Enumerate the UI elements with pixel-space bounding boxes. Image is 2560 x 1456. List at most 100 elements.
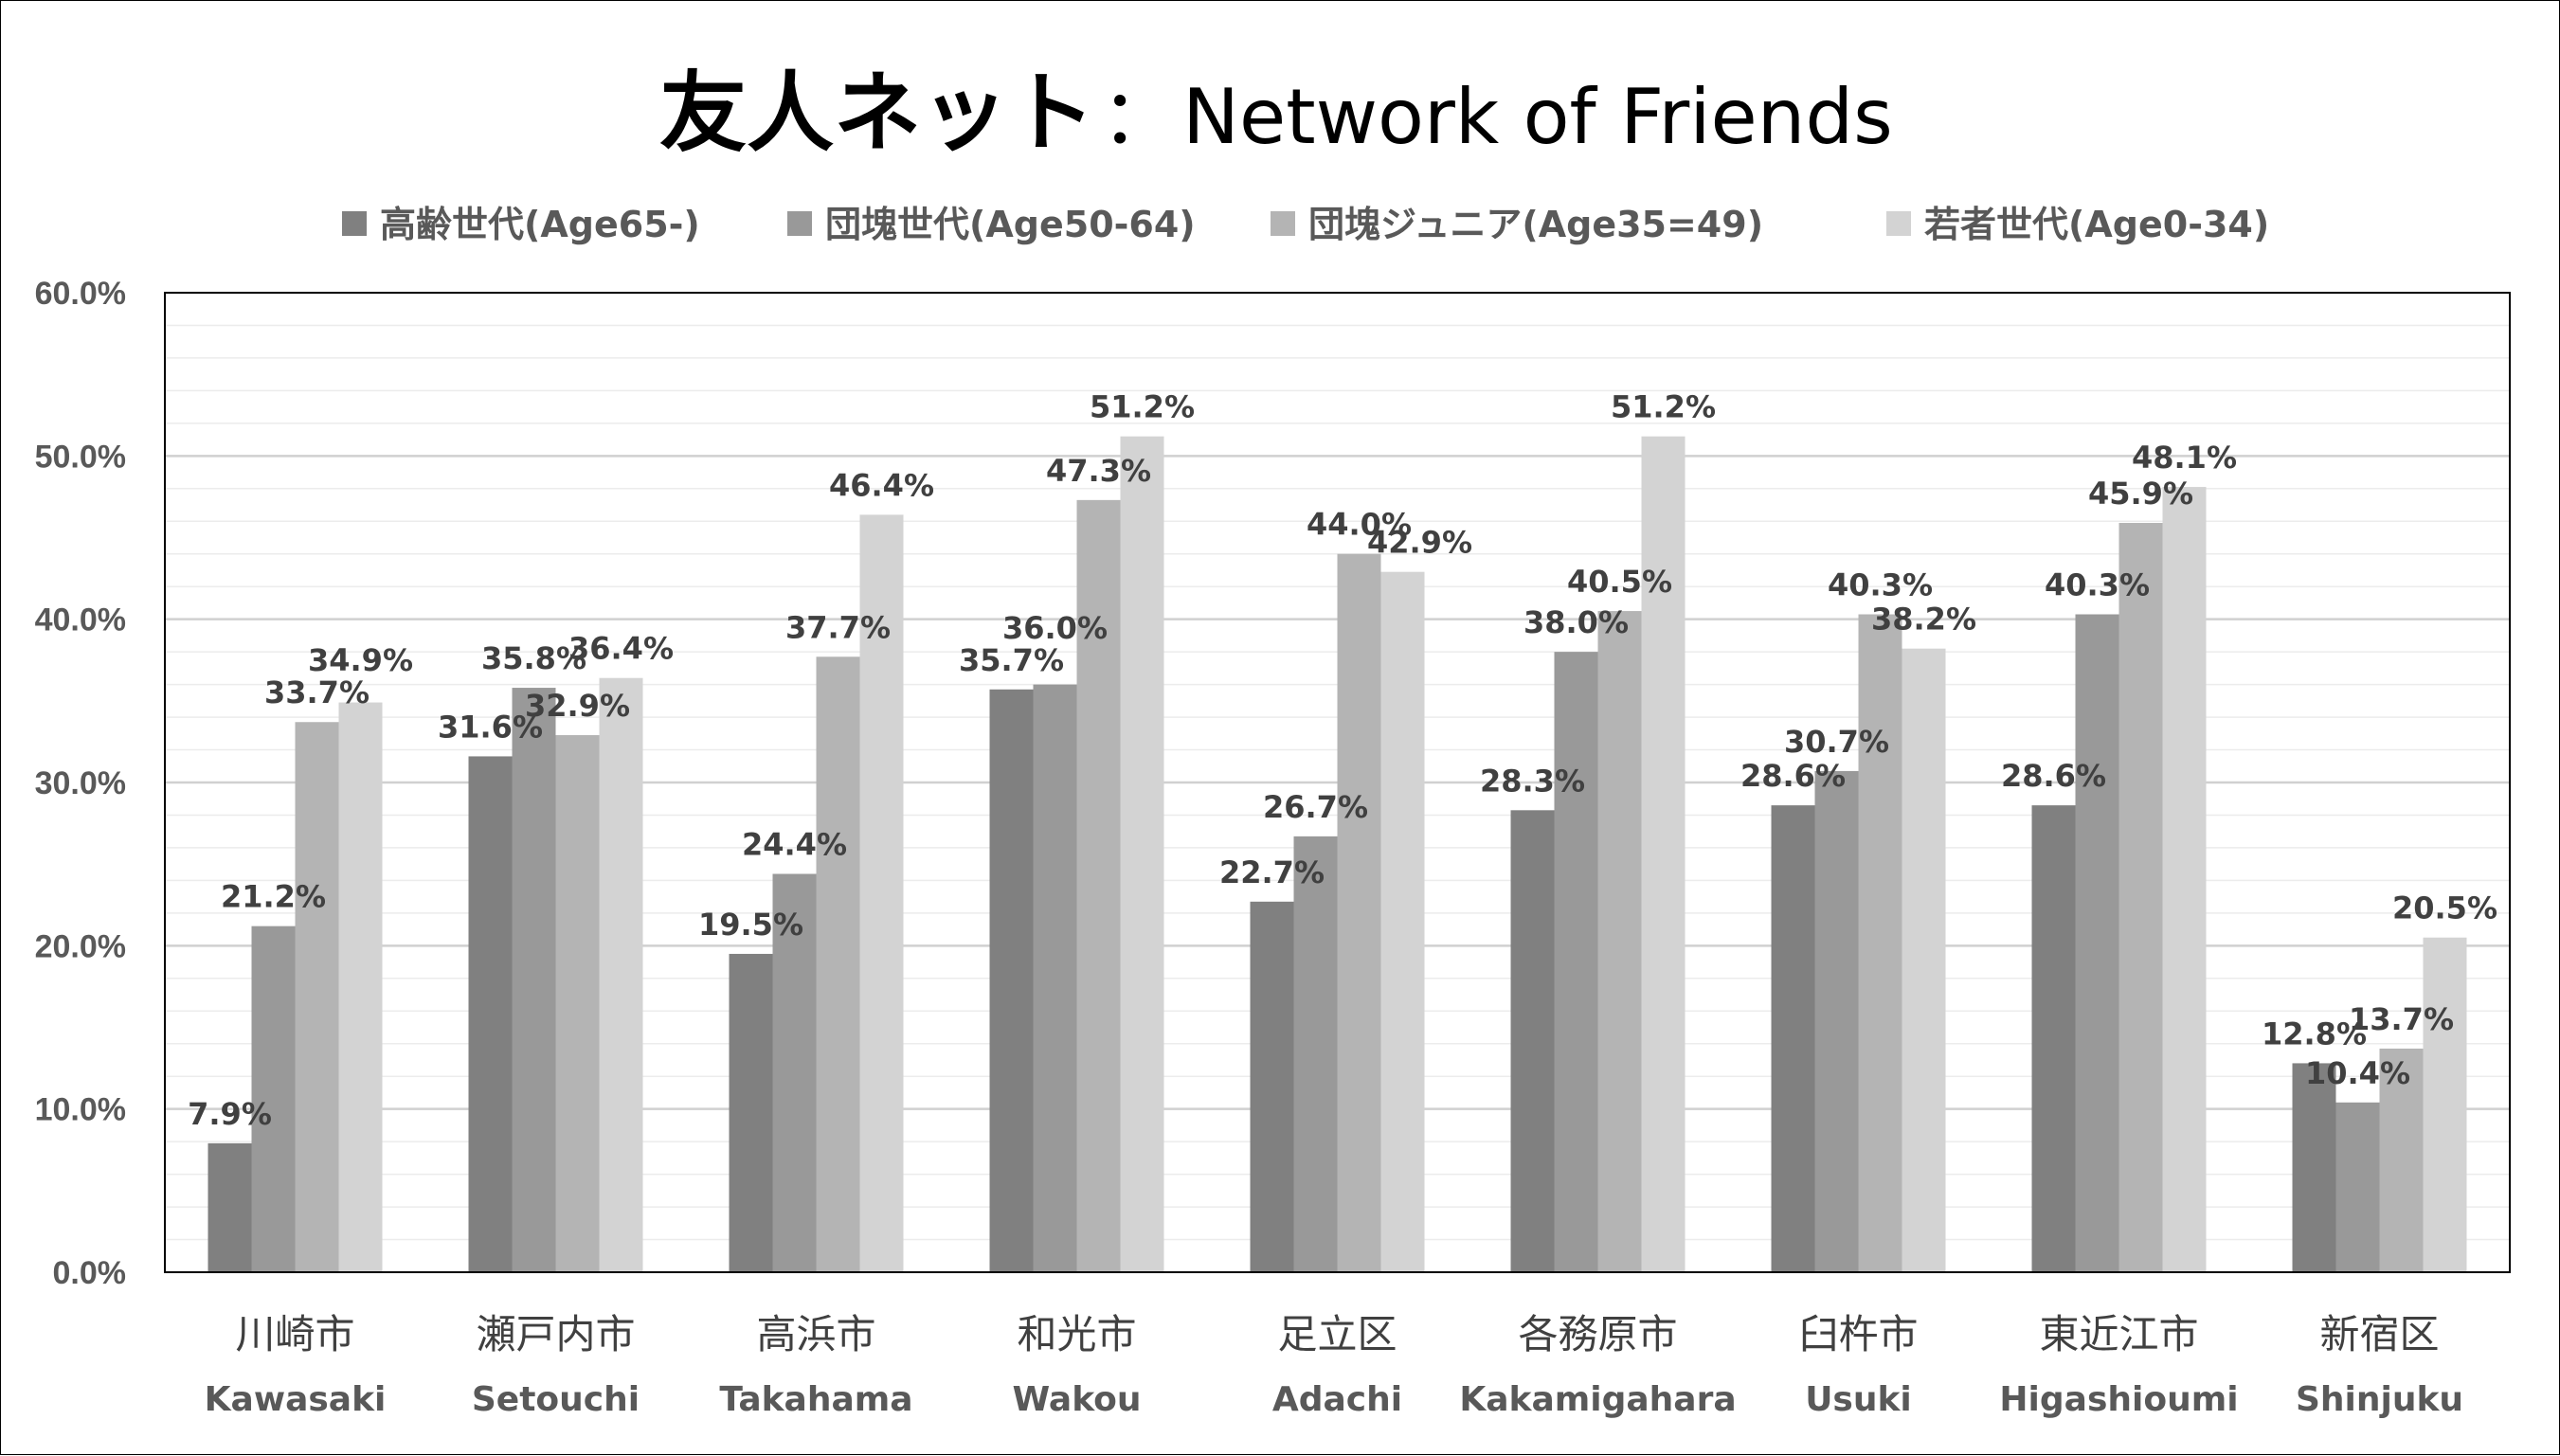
x-category-label: 瀬戸内市 (476, 1311, 635, 1357)
x-category-label: 東近江市 (2039, 1311, 2198, 1357)
data-label-0-3: 35.7% (959, 642, 1064, 678)
data-label-3-7: 48.1% (2132, 440, 2237, 476)
y-tick-label: 20.0% (35, 928, 126, 964)
data-label-3-5: 51.2% (1611, 389, 1716, 425)
data-label-0-5: 28.3% (1480, 763, 1585, 799)
bar-0-1 (468, 756, 513, 1272)
y-tick-label: 50.0% (35, 439, 126, 475)
data-label-2-1: 32.9% (525, 688, 630, 724)
legend-label-3: 若者世代(Age0-34) (1924, 204, 2269, 245)
svg-text:友人ネット：Network of Friends: 友人ネット：Network of Friends (659, 63, 1893, 164)
chart-title-separator: ： (1101, 73, 1177, 161)
bar-1-2 (772, 873, 817, 1272)
data-labels: 7.9% 21.2% 33.7%34.9% 31.6% 35.8% 32.9% 36.4% 1… (188, 389, 2497, 1132)
legend-item-0: 高齢世代(Age65-) (342, 204, 700, 245)
bar-3-0 (338, 702, 383, 1272)
x-category-label-en: Setouchi (472, 1380, 640, 1419)
chart-title-text: 友人ネット (659, 63, 1095, 164)
bar-1-3 (1033, 684, 1077, 1272)
data-label-0-7: 28.6% (2001, 758, 2106, 794)
legend-item-1: 団塊世代(Age50-64) (787, 204, 1196, 245)
bar-3-2 (859, 514, 904, 1272)
chart-subtitle-text: Network of Friends (1182, 73, 1893, 161)
legend-swatch-2 (1271, 211, 1295, 236)
bar-3-7 (2162, 487, 2207, 1272)
data-label-0-6: 28.6% (1740, 758, 1846, 794)
bar-2-0 (295, 722, 339, 1272)
x-category-label-en: Shinjuku (2296, 1380, 2463, 1419)
data-label-3-2: 46.4% (829, 467, 934, 503)
bar-0-8 (2292, 1063, 2336, 1272)
x-category-label: 足立区 (1277, 1311, 1397, 1357)
bar-2-1 (555, 735, 600, 1272)
bar-3-4 (1380, 571, 1425, 1272)
bar-0-5 (1510, 810, 1555, 1272)
data-label-1-1: 35.8% (481, 640, 586, 676)
bar-3-6 (1902, 648, 1946, 1272)
data-label-2-5: 40.5% (1567, 564, 1672, 600)
y-axis: 0.0% 10.0% 20.0% 30.0% 40.0% 50.0% 60.0% (35, 276, 126, 1291)
legend-swatch-3 (1886, 211, 1911, 236)
chart-title: 友人ネット：Network of Friends (659, 63, 1893, 164)
data-label-3-8: 20.5% (2392, 890, 2497, 926)
bar-2-5 (1597, 611, 1642, 1272)
bar-0-0 (207, 1142, 252, 1272)
bar-1-5 (1554, 652, 1598, 1272)
x-category-label-en: Higashioumi (1999, 1380, 2238, 1419)
bar-0-4 (1250, 901, 1294, 1272)
data-label-2-2: 37.7% (785, 609, 891, 645)
x-category-label: 各務原市 (1518, 1311, 1677, 1357)
y-tick-label: 60.0% (35, 276, 126, 312)
data-label-3-0: 34.9% (308, 642, 413, 678)
data-label-0-8: 12.8% (2262, 1016, 2367, 1052)
x-category-label: 臼杵市 (1798, 1311, 1918, 1357)
bar-2-4 (1337, 553, 1381, 1272)
bar-1-1 (512, 688, 556, 1272)
bar-2-3 (1076, 499, 1121, 1272)
legend-swatch-0 (342, 211, 367, 236)
data-label-2-6: 40.3% (1828, 566, 1933, 602)
legend: 高齢世代(Age65-) 団塊世代(Age50-64) 団塊ジュニア(Age35=4… (342, 204, 2269, 245)
x-category-label-en: Takahama (719, 1380, 912, 1419)
data-label-0-4: 22.7% (1219, 854, 1325, 890)
data-label-1-2: 24.4% (742, 827, 847, 863)
x-category-label-en: Usuki (1805, 1380, 1912, 1419)
data-label-0-2: 19.5% (698, 907, 803, 943)
data-label-2-7: 45.9% (2088, 476, 2193, 512)
data-label-2-3: 47.3% (1046, 453, 1151, 489)
legend-label-1: 団塊世代(Age50-64) (825, 204, 1196, 245)
bar-1-4 (1293, 836, 1338, 1272)
bar-2-6 (1858, 614, 1902, 1272)
y-tick-label: 0.0% (53, 1255, 127, 1291)
data-label-1-4: 26.7% (1263, 789, 1368, 825)
data-label-1-3: 36.0% (1002, 610, 1108, 646)
bar-3-8 (2423, 937, 2467, 1272)
x-category-label-en: Wakou (1012, 1380, 1141, 1419)
data-label-0-1: 31.6% (438, 709, 543, 745)
data-label-1-5: 38.0% (1523, 604, 1629, 640)
legend-swatch-1 (787, 211, 812, 236)
bar-3-3 (1120, 436, 1164, 1272)
bar-0-2 (729, 953, 773, 1272)
legend-item-2: 団塊ジュニア(Age35=49) (1271, 204, 1763, 245)
data-label-3-3: 51.2% (1090, 389, 1195, 425)
bar-1-6 (1814, 770, 1859, 1272)
bar-0-6 (1771, 805, 1815, 1272)
legend-label-0: 高齢世代(Age65-) (380, 204, 700, 245)
data-label-3-4: 42.9% (1367, 525, 1472, 561)
bar-3-5 (1641, 436, 1686, 1272)
data-label-1-7: 40.3% (2045, 566, 2150, 602)
x-category-label-en: Kawasaki (205, 1380, 387, 1419)
bar-0-7 (2031, 805, 2076, 1272)
legend-label-2: 団塊ジュニア(Age35=49) (1308, 204, 1763, 245)
x-category-label-en: Adachi (1272, 1380, 1402, 1419)
y-tick-label: 40.0% (35, 602, 126, 638)
y-tick-label: 10.0% (35, 1092, 126, 1128)
x-category-label-en: Kakamigahara (1459, 1380, 1736, 1419)
bar-1-7 (2075, 614, 2119, 1272)
x-category-label: 和光市 (1017, 1311, 1136, 1357)
data-label-0-0: 7.9% (188, 1096, 272, 1132)
data-label-1-6: 30.7% (1784, 724, 1889, 760)
